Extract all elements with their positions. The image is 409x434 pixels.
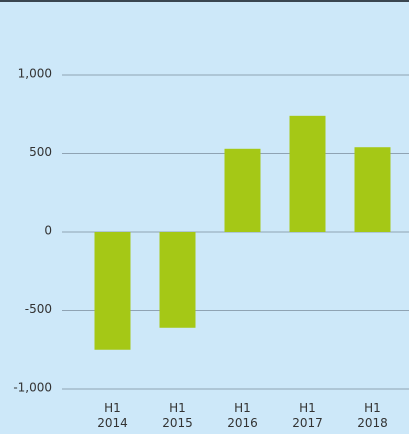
x-tick-label: H1 2018 [357, 401, 388, 430]
y-tick-label: -500 [25, 302, 52, 316]
x-tick-label: H1 2016 [227, 401, 258, 430]
bar [159, 232, 196, 328]
y-tick-label: 1,000 [18, 67, 52, 81]
y-tick-label: 0 [44, 224, 52, 238]
bar [94, 232, 131, 350]
bar [354, 147, 391, 232]
bar [289, 115, 326, 232]
bar [224, 148, 261, 232]
x-tick-label: H1 2014 [97, 401, 128, 430]
x-tick-label: H1 2015 [162, 401, 193, 430]
x-tick-label: H1 2017 [292, 401, 323, 430]
y-tick-label: -1,000 [13, 381, 52, 395]
y-tick-label: 500 [29, 145, 52, 159]
